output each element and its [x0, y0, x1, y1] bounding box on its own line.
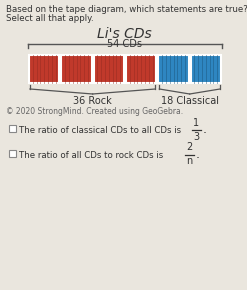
Text: n: n [186, 157, 192, 166]
Text: 36 Rock: 36 Rock [73, 96, 112, 106]
Text: 18 Classical: 18 Classical [161, 96, 219, 106]
Text: © 2020 StrongMind. Created using GeoGebra.: © 2020 StrongMind. Created using GeoGebr… [6, 107, 183, 116]
Text: 54 CDs: 54 CDs [106, 39, 142, 49]
Text: The ratio of all CDs to rock CDs is: The ratio of all CDs to rock CDs is [19, 151, 166, 160]
Text: The ratio of classical CDs to all CDs is: The ratio of classical CDs to all CDs is [19, 126, 184, 135]
Text: .: . [203, 123, 207, 136]
Text: .: . [196, 148, 200, 161]
Bar [94, 55, 124, 83]
Bar [9, 125, 16, 132]
Text: Select all that apply.: Select all that apply. [6, 14, 94, 23]
Bar [126, 55, 156, 83]
Text: Li's CDs: Li's CDs [97, 27, 151, 41]
Text: 3: 3 [193, 131, 199, 142]
Bar [61, 55, 92, 83]
Bar [158, 55, 189, 83]
Bar [9, 150, 16, 157]
Bar [191, 55, 221, 83]
Bar [29, 55, 59, 83]
Text: 2: 2 [186, 142, 192, 153]
Text: 1: 1 [193, 117, 199, 128]
Text: Based on the tape diagram, which statements are true?: Based on the tape diagram, which stateme… [6, 5, 247, 14]
